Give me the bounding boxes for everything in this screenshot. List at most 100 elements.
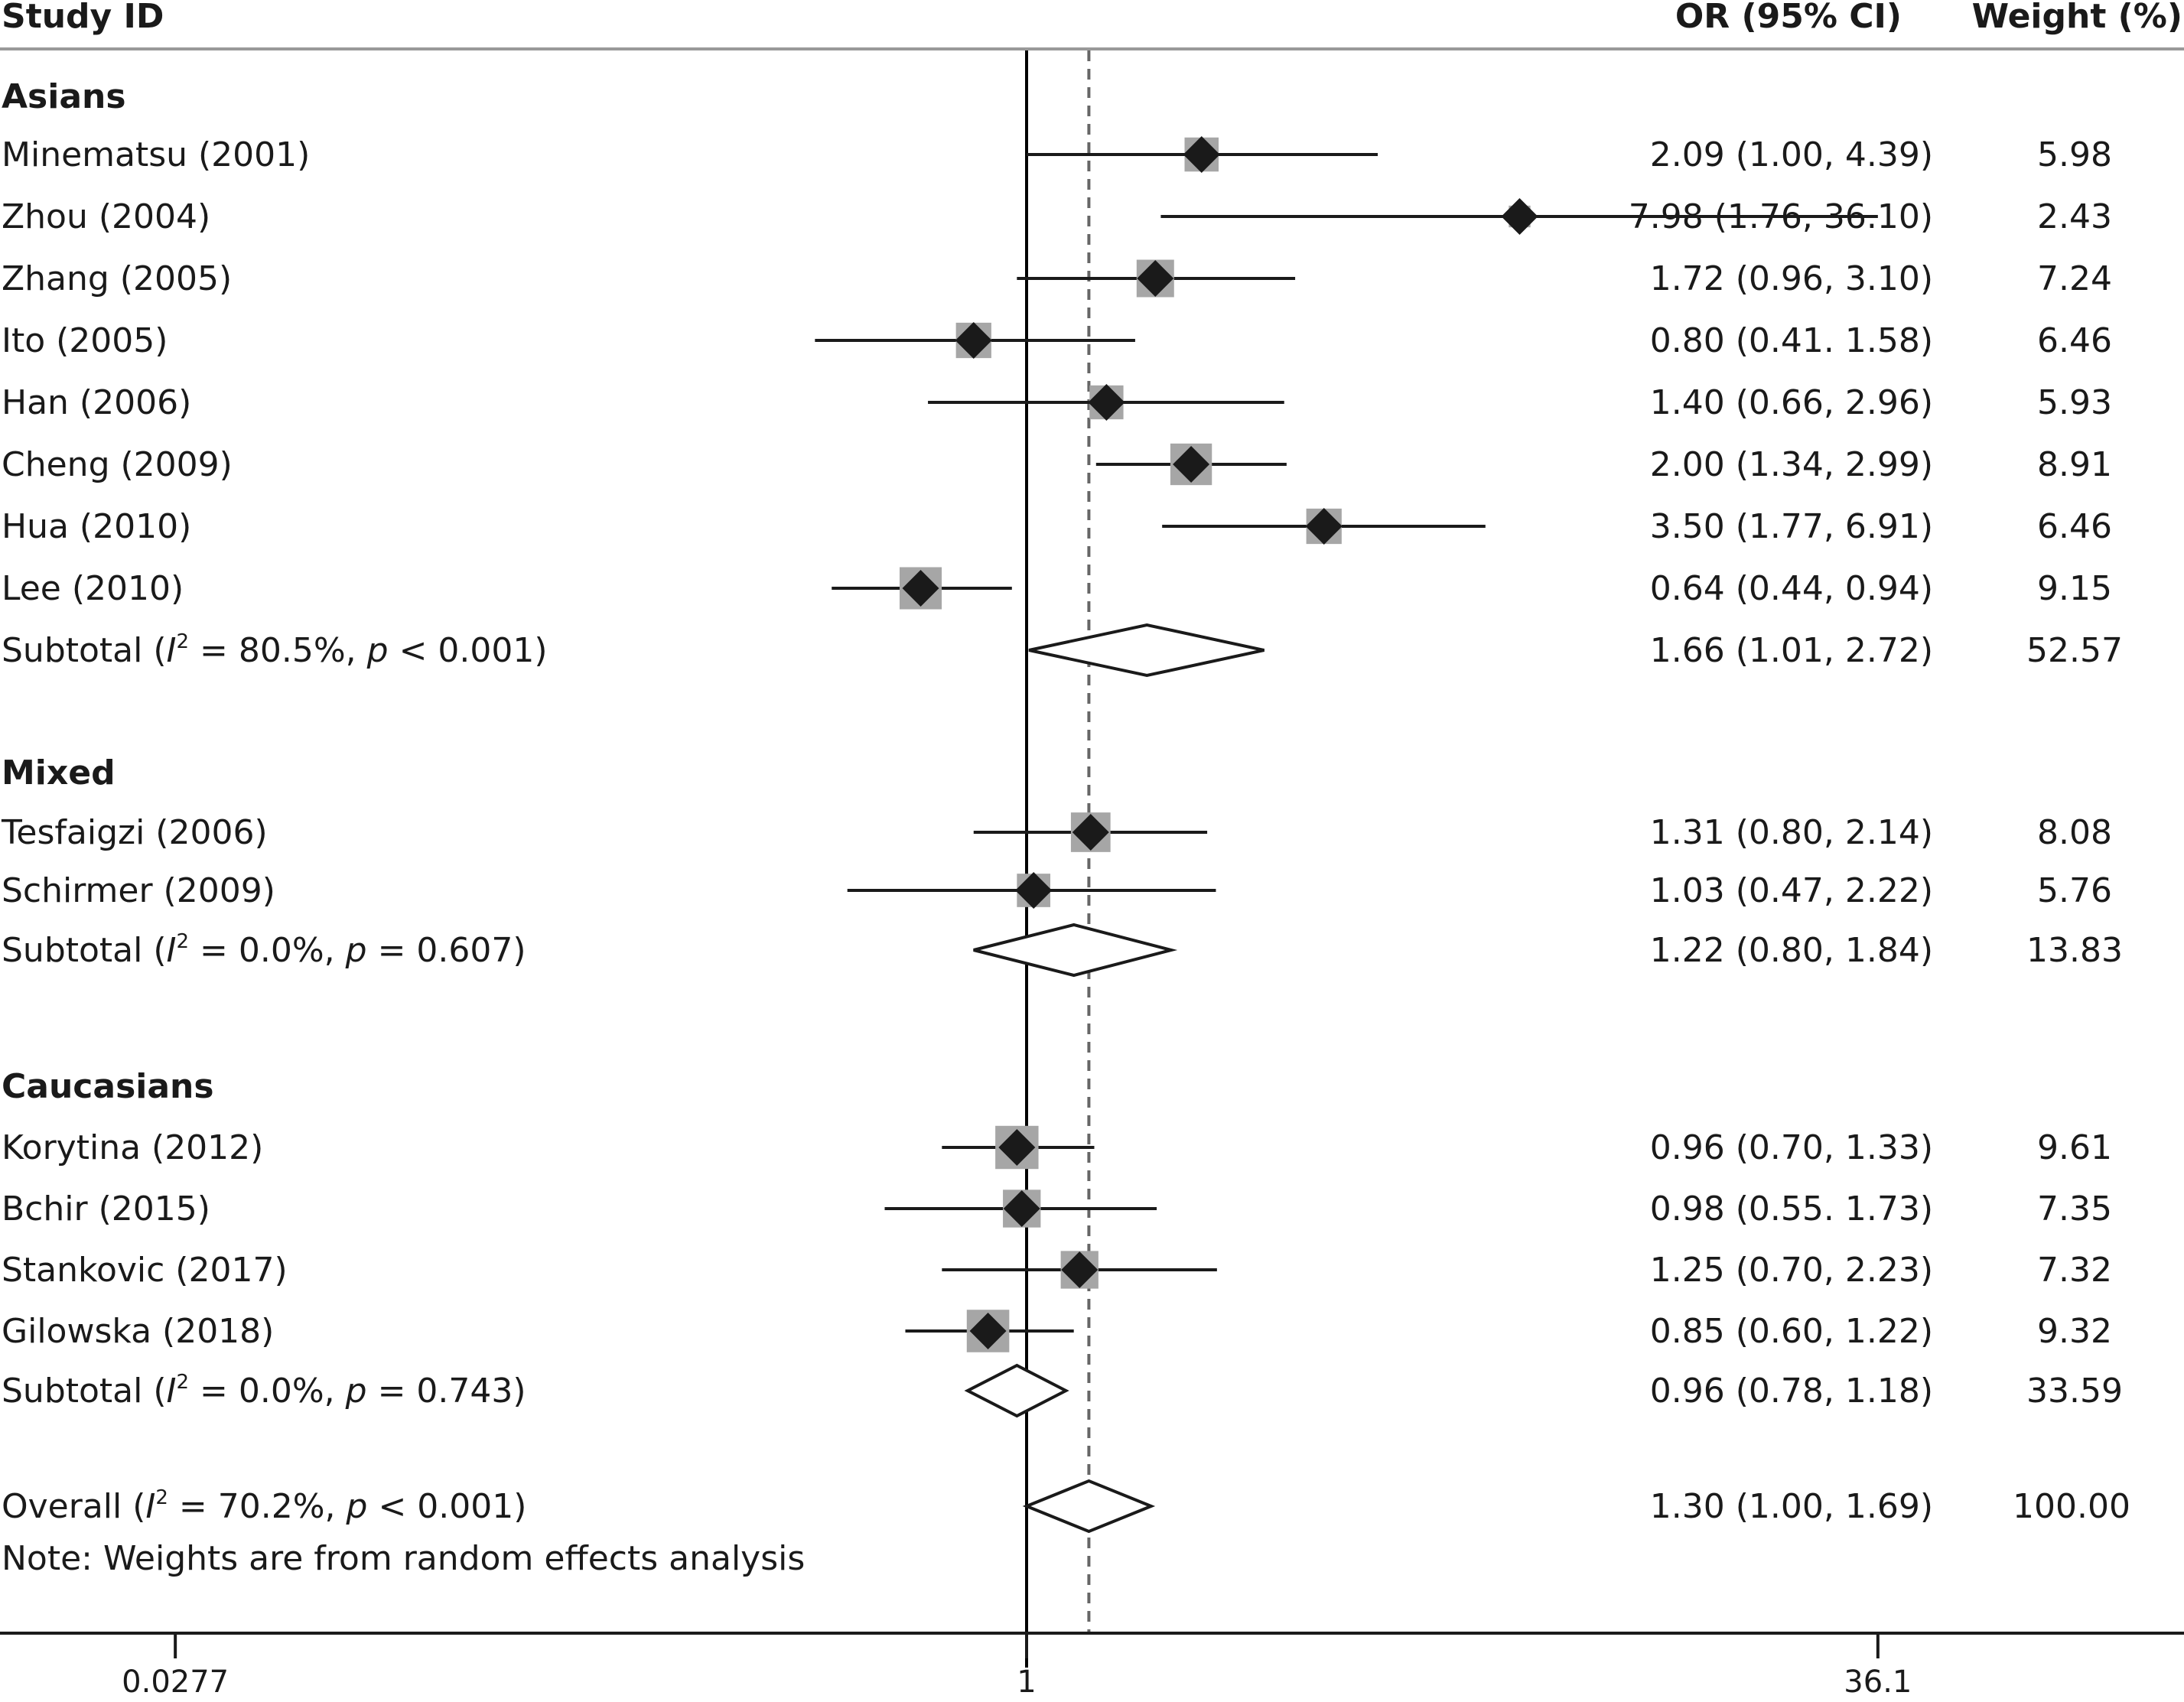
x-tick-label: 0.0277 (122, 1665, 229, 1700)
overall-or-ci: 1.30 (1.00, 1.69) (1650, 1487, 1933, 1526)
study-point-estimate (1061, 1251, 1099, 1288)
study-point-estimate (969, 1313, 1007, 1349)
subtotal-weight: 13.83 (2026, 931, 2123, 970)
x-tick-label: 1 (1017, 1665, 1036, 1700)
study-weight: 8.91 (2037, 445, 2112, 484)
study-weight: 5.98 (2037, 135, 2112, 174)
subtotal-or-ci: 1.66 (1.01, 2.72) (1650, 631, 1933, 670)
study-label: Gilowska (2018) (2, 1312, 274, 1351)
study-label: Hua (2010) (2, 507, 191, 546)
study-label: Schirmer (2009) (2, 871, 275, 910)
group-heading-caucasians: Caucasians (2, 1067, 214, 1106)
study-label: Zhang (2005) (2, 259, 232, 298)
study-label: Tesfaigzi (2006) (1, 813, 268, 852)
study-or-ci: 1.72 (0.96, 3.10) (1650, 259, 1933, 298)
label-part-i2-letter: I (145, 1487, 155, 1526)
label-part-i2-letter: I (167, 1372, 177, 1411)
x-axis-ticks: 0.0277 1 36.1 (122, 1633, 1912, 1700)
study-weight: 2.43 (2037, 197, 2112, 236)
subtotal-or-ci: 0.96 (0.78, 1.18) (1650, 1372, 1933, 1411)
study-point-estimate (998, 1129, 1036, 1166)
label-part-i2-sup: 2 (177, 930, 190, 953)
label-part-label-mid: = 0.0%, (189, 931, 346, 970)
label-part-label-post: < 0.001) (389, 631, 548, 670)
study-or-ci: 1.40 (0.66, 2.96) (1650, 383, 1933, 422)
study-or-ci: 0.64 (0.44, 0.94) (1650, 569, 1933, 608)
overall-label: Overall (I2 = 70.2%, p < 0.001) (2, 1486, 526, 1526)
study-weight: 8.08 (2037, 813, 2112, 852)
group-heading-asians: Asians (2, 77, 126, 116)
marks-layer (815, 136, 1878, 1534)
rows-layer: Asians Minematsu (2001) 2.09 (1.00, 4.39) 5… (1, 77, 2130, 1526)
subtotal-or-ci: 1.22 (0.80, 1.84) (1650, 931, 1933, 970)
study-label: Cheng (2009) (2, 445, 233, 484)
study-label: Minematsu (2001) (2, 135, 310, 174)
study-point-estimate (1015, 872, 1053, 909)
study-point-estimate (1501, 198, 1538, 235)
study-label: Korytina (2012) (2, 1128, 263, 1167)
subtotal-label: Subtotal (I2 = 0.0%, p = 0.743) (2, 1371, 526, 1411)
label-part-p-letter: p (345, 931, 367, 970)
study-or-ci: 1.03 (0.47, 2.22) (1650, 871, 1933, 910)
study-or-ci: 0.85 (0.60, 1.22) (1650, 1312, 1933, 1351)
overall-weight: 100.00 (2013, 1487, 2130, 1526)
study-weight: 9.32 (2037, 1312, 2112, 1351)
study-weight: 5.76 (2037, 871, 2112, 910)
label-part-label-post: < 0.001) (367, 1487, 526, 1526)
label-part-i2-letter: I (167, 631, 177, 670)
header-study-id: Study ID (2, 0, 164, 36)
study-point-estimate (902, 570, 939, 607)
label-part-i2-letter: I (167, 931, 177, 970)
study-point-estimate (1173, 446, 1210, 483)
study-label: Han (2006) (2, 383, 191, 422)
label-part-label-post: = 0.607) (367, 931, 526, 970)
subtotal-weight: 52.57 (2026, 631, 2123, 670)
study-point-estimate (1137, 260, 1174, 297)
study-label: Zhou (2004) (2, 197, 210, 236)
study-or-ci: 1.25 (0.70, 2.23) (1650, 1251, 1933, 1290)
weights-note: Note: Weights are from random effects an… (2, 1539, 805, 1578)
label-part-i2-sup: 2 (155, 1486, 168, 1509)
label-part-p-letter: p (346, 1487, 368, 1526)
study-point-estimate (955, 322, 992, 359)
study-or-ci: 0.96 (0.70, 1.33) (1650, 1128, 1933, 1167)
study-weight: 7.35 (2037, 1189, 2112, 1228)
study-weight: 9.15 (2037, 569, 2112, 608)
subtotal-diamond (973, 923, 1178, 978)
subtotal-diamond (964, 1363, 1069, 1418)
study-or-ci: 0.98 (0.55. 1.73) (1650, 1189, 1933, 1228)
label-part-p-letter: p (366, 631, 389, 670)
label-part-label-pre: Subtotal ( (2, 1372, 167, 1411)
study-label: Stankovic (2017) (2, 1251, 288, 1290)
study-or-ci: 2.00 (1.34, 2.99) (1650, 445, 1933, 484)
study-point-estimate (1088, 384, 1125, 421)
study-label: Bchir (2015) (2, 1189, 210, 1228)
study-point-estimate (1072, 814, 1109, 851)
label-part-label-pre: Overall ( (2, 1487, 145, 1526)
x-tick-label: 36.1 (1844, 1665, 1912, 1700)
study-or-ci: 1.31 (0.80, 2.14) (1650, 813, 1933, 852)
subtotal-weight: 33.59 (2026, 1372, 2123, 1411)
study-or-ci: 2.09 (1.00, 4.39) (1650, 135, 1933, 174)
study-weight: 6.46 (2037, 507, 2112, 546)
label-part-i2-sup: 2 (177, 1371, 190, 1394)
subtotal-diamond (1028, 623, 1265, 678)
study-or-ci: 3.50 (1.77, 6.91) (1650, 507, 1933, 546)
label-part-label-mid: = 0.0%, (189, 1372, 346, 1411)
label-part-label-pre: Subtotal ( (2, 631, 167, 670)
study-weight: 6.46 (2037, 321, 2112, 360)
study-weight: 5.93 (2037, 383, 2112, 422)
study-or-ci: 0.80 (0.41. 1.58) (1650, 321, 1933, 360)
subtotal-label: Subtotal (I2 = 80.5%, p < 0.001) (2, 630, 548, 670)
label-part-p-letter: p (345, 1372, 367, 1411)
group-heading-mixed: Mixed (2, 753, 116, 792)
header-or-ci: OR (95% CI) (1675, 0, 1902, 36)
study-point-estimate (1183, 136, 1220, 173)
label-part-i2-sup: 2 (177, 630, 190, 653)
study-weight: 7.32 (2037, 1251, 2112, 1290)
overall-diamond (1022, 1479, 1156, 1534)
study-weight: 9.61 (2037, 1128, 2112, 1167)
subtotal-label: Subtotal (I2 = 0.0%, p = 0.607) (2, 930, 526, 970)
study-point-estimate (1305, 508, 1343, 545)
